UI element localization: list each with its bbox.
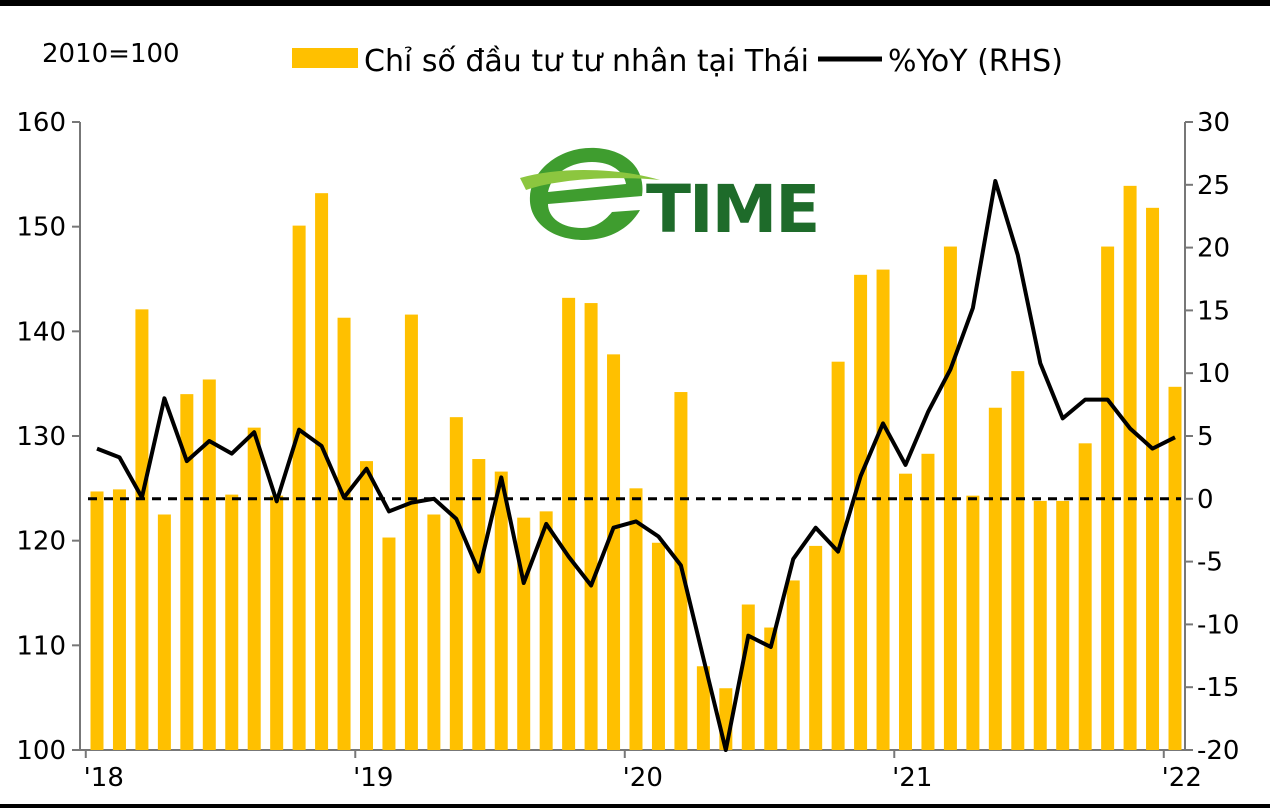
right-tick-label: 25: [1197, 171, 1230, 201]
bar: [337, 317, 351, 750]
left-tick-label: 120: [16, 527, 66, 557]
right-tick-label: 10: [1197, 359, 1230, 389]
bar: [809, 545, 823, 750]
top-rule: [0, 0, 1270, 6]
bar: [315, 193, 329, 750]
legend-label-line: %YoY (RHS): [888, 44, 1063, 79]
x-axis-ticks: '18 '19 '20 '21 '22: [84, 750, 1202, 793]
bar: [225, 494, 239, 750]
legend: Chỉ số đầu tư tư nhân tại Thái %YoY (RHS…: [292, 44, 1063, 79]
right-tick-label: -20: [1197, 736, 1239, 766]
right-tick-label: -5: [1197, 548, 1223, 578]
right-axis-ticks: -20 -15 -10 -5 0 5 10 15 20 25 30: [1185, 108, 1239, 766]
right-tick-label: -10: [1197, 610, 1239, 640]
bar: [202, 379, 216, 750]
yoy-line: [96, 179, 1176, 752]
bottom-rule: [0, 804, 1270, 808]
legend-swatch-bar: [292, 48, 358, 68]
left-tick-label: 130: [16, 422, 66, 452]
right-tick-label: 20: [1197, 234, 1230, 264]
bar: [831, 361, 845, 750]
bar: [741, 604, 755, 750]
bar: [921, 453, 935, 750]
bar: [135, 309, 149, 750]
bar: [270, 495, 284, 750]
bar: [1056, 500, 1070, 750]
bar: [584, 303, 598, 750]
bar: [786, 580, 800, 750]
bar: [696, 666, 710, 750]
right-tick-label: 5: [1197, 422, 1214, 452]
bar: [607, 354, 621, 750]
unit-label: 2010=100: [42, 39, 180, 69]
x-tick-label: '20: [623, 763, 663, 793]
left-tick-label: 140: [16, 317, 66, 347]
watermark-text: TIME: [646, 171, 818, 248]
left-tick-label: 100: [16, 736, 66, 766]
bar: [899, 473, 912, 750]
left-tick-label: 110: [16, 631, 66, 661]
left-tick-label: 150: [16, 213, 66, 243]
bar: [247, 427, 261, 750]
right-tick-label: -15: [1197, 673, 1239, 703]
legend-label-bar: Chỉ số đầu tư tư nhân tại Thái: [364, 44, 809, 79]
bar: [1146, 207, 1160, 750]
watermark-logo: TIME: [520, 147, 820, 248]
bar: [112, 489, 126, 750]
bar: [472, 459, 486, 750]
x-tick-label: '22: [1162, 763, 1202, 793]
bar: [1168, 386, 1182, 750]
bar: [449, 417, 463, 750]
bar: [764, 627, 778, 750]
bar: [854, 274, 868, 750]
right-tick-label: 15: [1197, 296, 1230, 326]
bar: [427, 514, 441, 750]
right-tick-label: 0: [1197, 485, 1214, 515]
bar: [966, 495, 980, 750]
bar: [1078, 443, 1092, 750]
bar: [1101, 246, 1115, 750]
bar: [382, 537, 396, 750]
bar: [157, 514, 171, 750]
bar: [494, 471, 508, 750]
right-tick-label: 30: [1197, 108, 1230, 138]
bar: [539, 511, 553, 750]
e-swoosh-logo-icon: [520, 147, 660, 240]
bar: [292, 225, 306, 750]
bar: [651, 542, 665, 750]
bar: [562, 297, 576, 750]
bar: [404, 314, 418, 750]
bar: [360, 461, 373, 750]
x-tick-label: '18: [84, 763, 124, 793]
x-tick-label: '19: [353, 763, 393, 793]
bar: [90, 491, 104, 750]
x-tick-label: '21: [892, 763, 932, 793]
bar: [988, 407, 1002, 750]
left-tick-label: 160: [16, 108, 66, 138]
bar-series: [90, 185, 1182, 750]
bar: [1011, 371, 1025, 750]
bar: [876, 269, 890, 750]
line-series: [96, 179, 1176, 752]
left-axis-ticks: 100 110 120 130 140 150 160: [16, 108, 80, 766]
bar: [1033, 500, 1047, 750]
bar: [180, 394, 194, 750]
bar: [629, 488, 643, 750]
bar: [1123, 185, 1137, 750]
